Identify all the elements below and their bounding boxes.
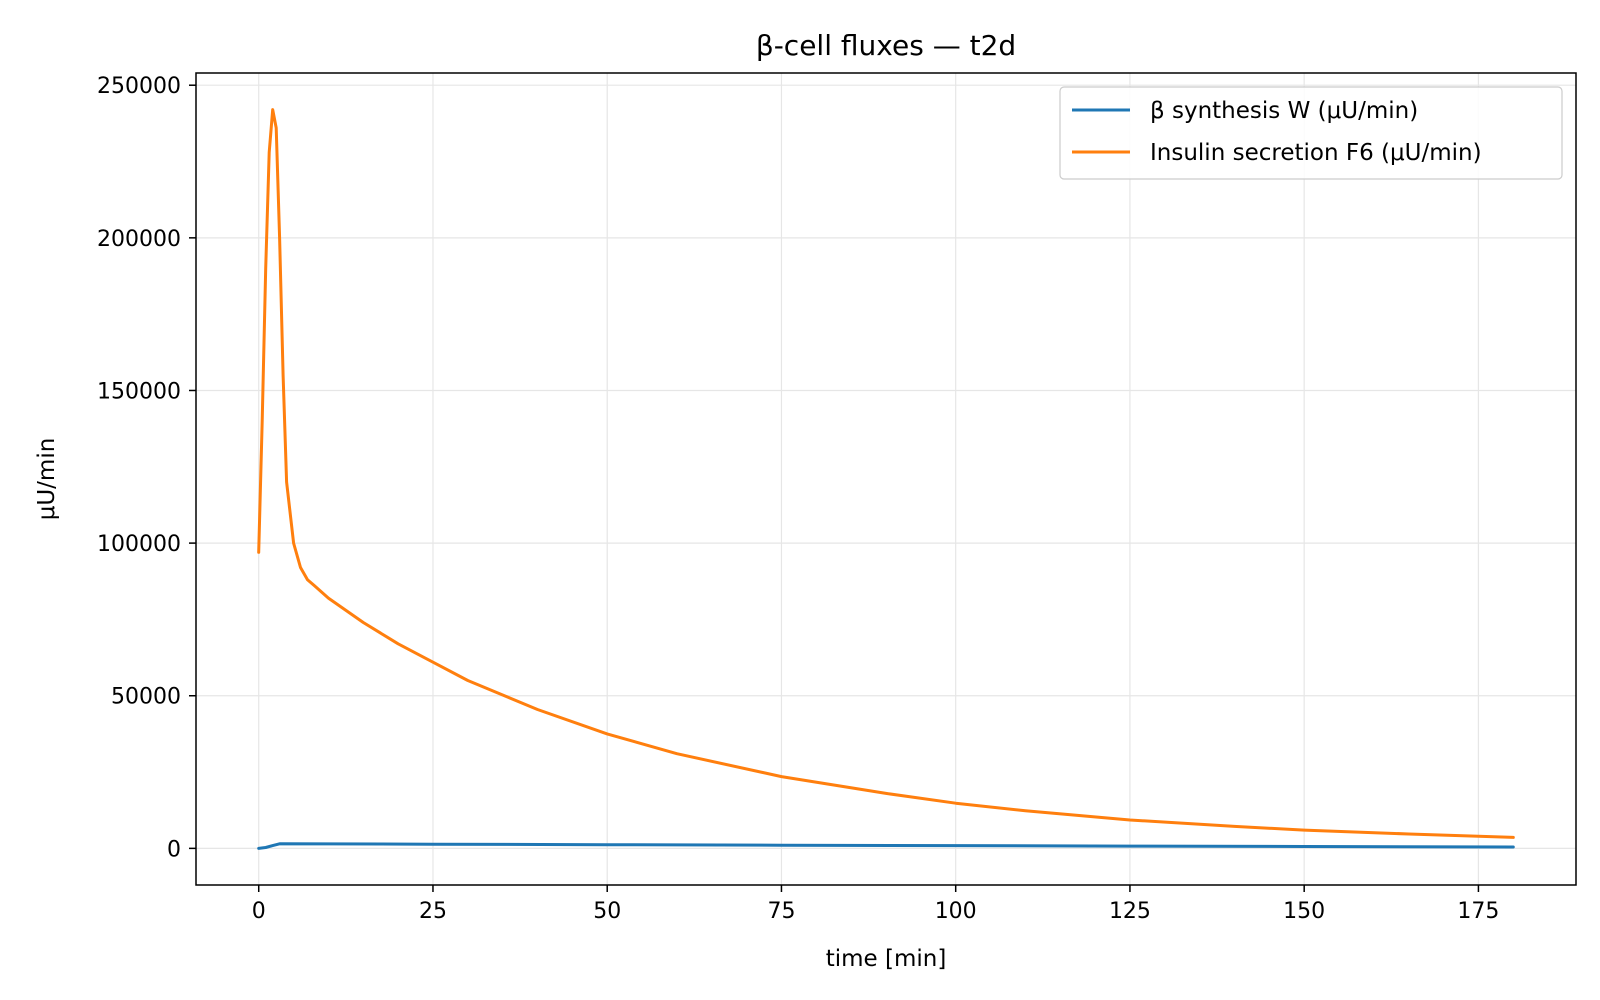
x-tick-label: 25 (419, 899, 447, 924)
legend: β synthesis W (μU/min) Insulin secretion … (1059, 86, 1563, 180)
y-axis-label: μU/min (34, 438, 60, 521)
y-tick-label: 200000 (97, 227, 181, 252)
x-tick-label: 0 (252, 899, 266, 924)
x-tick-label: 100 (935, 899, 977, 924)
y-tick-label: 50000 (111, 685, 181, 710)
legend-label-2: Insulin secretion F6 (μU/min) (1150, 140, 1482, 166)
y-tick-label: 0 (167, 837, 181, 862)
x-tick-label: 75 (767, 899, 795, 924)
grid (196, 73, 1576, 885)
chart-title: β-cell fluxes — t2d (756, 29, 1016, 62)
y-tick-label: 150000 (97, 379, 181, 404)
series-line-2 (257, 108, 1515, 839)
plot-frame (195, 72, 1577, 886)
legend-box (1059, 86, 1563, 180)
series-layer (257, 108, 1515, 850)
x-tick-label: 150 (1283, 899, 1325, 924)
legend-label-1: β synthesis W (μU/min) (1150, 98, 1418, 124)
series-line-1 (257, 842, 1515, 850)
x-axis: 0 25 50 75 100 125 150 175 (252, 885, 1499, 924)
y-tick-label: 250000 (97, 74, 181, 99)
x-tick-label: 175 (1457, 899, 1499, 924)
x-tick-label: 50 (593, 899, 621, 924)
x-axis-label: time [min] (826, 946, 947, 972)
y-tick-label: 100000 (97, 532, 181, 557)
y-axis: 0 50000 100000 150000 200000 250000 (97, 74, 196, 862)
x-tick-label: 125 (1109, 899, 1151, 924)
